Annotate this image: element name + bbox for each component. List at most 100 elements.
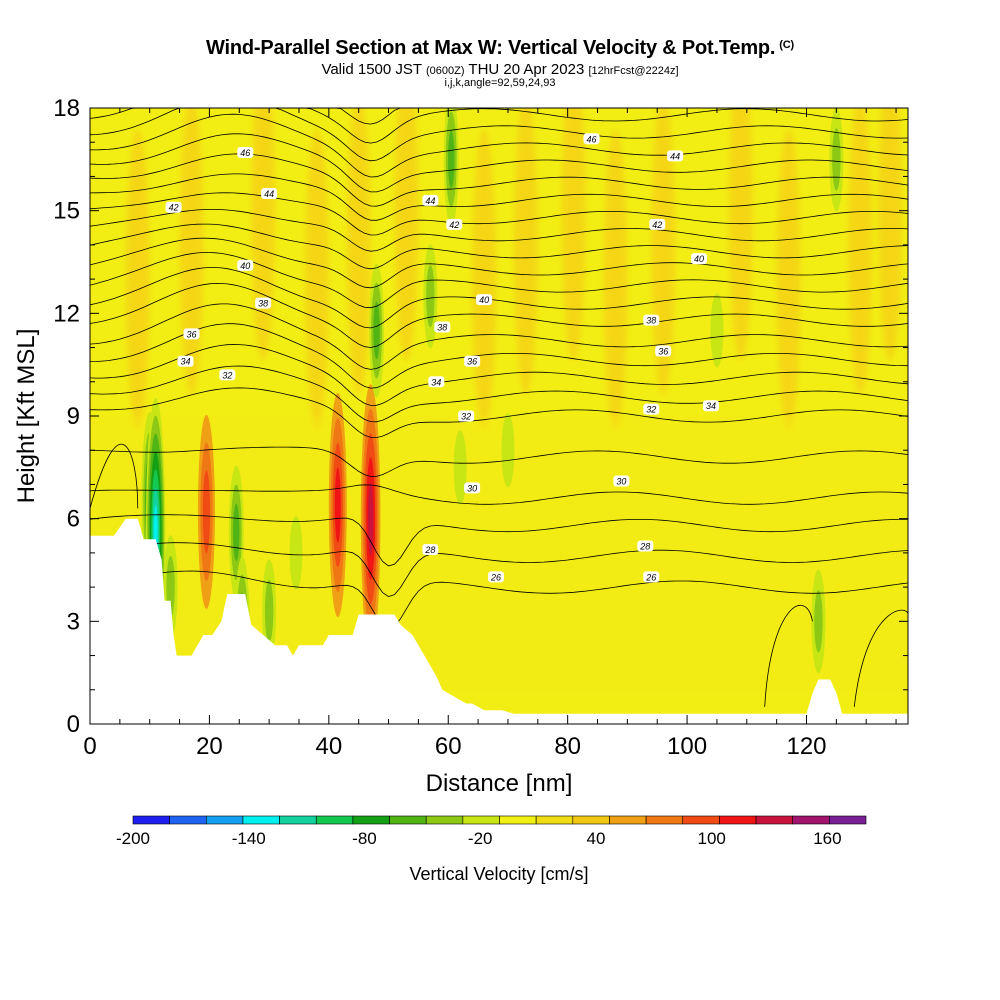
theta-label-text: 46 xyxy=(240,148,250,158)
colorbar-swatch xyxy=(682,815,720,825)
theta-contour-label: 34 xyxy=(428,376,445,388)
theta-contour-label: 26 xyxy=(488,571,505,583)
theta-contour-line xyxy=(90,223,908,270)
colorbar-tick-label: -20 xyxy=(468,829,493,848)
theta-contour-line xyxy=(90,570,908,630)
velocity-cell xyxy=(334,467,341,543)
theta-label-box xyxy=(655,345,672,357)
theta-contour-label: 44 xyxy=(422,194,439,206)
theta-label-text: 30 xyxy=(616,477,626,487)
colorbar-swatch xyxy=(169,815,207,825)
plot-area: 26 26 28 28 30 30 32 32 32 34 34 34 36 36 36 38 38 38 40 40… xyxy=(90,108,908,724)
colorbar-swatch xyxy=(645,815,684,825)
theta-contour-label: 36 xyxy=(183,328,200,340)
y-tick-label: 9 xyxy=(67,403,80,430)
warm-streak xyxy=(603,129,628,430)
colorbar-swatch xyxy=(829,815,867,825)
theta-label-text: 40 xyxy=(479,295,489,305)
colorbar-swatch xyxy=(315,815,354,825)
theta-contour-line xyxy=(90,192,908,236)
colorbar-swatch xyxy=(206,815,244,825)
theta-contour-line xyxy=(90,252,908,309)
velocity-cell xyxy=(710,293,724,368)
colorbar-swatch xyxy=(352,815,390,825)
theta-contour-line xyxy=(90,344,908,406)
velocity-cell xyxy=(501,413,515,488)
velocity-cell xyxy=(367,481,374,556)
copyright-mark: (C) xyxy=(779,39,794,51)
colorbar-tick-label: -80 xyxy=(352,829,377,848)
theta-label-box xyxy=(255,297,272,309)
theta-contour-line xyxy=(90,365,908,423)
theta-label-box xyxy=(237,259,254,271)
y-tick-label: 6 xyxy=(67,506,80,533)
theta-label-text: 26 xyxy=(490,572,501,582)
theta-label-text: 42 xyxy=(449,220,459,230)
theta-label-box xyxy=(165,201,182,213)
velocity-cell xyxy=(264,579,274,643)
theta-label-box xyxy=(613,475,630,487)
theta-label-box xyxy=(691,253,708,265)
theta-contour-line xyxy=(90,108,908,144)
theta-contour-line xyxy=(90,108,908,162)
x-tick-label: 20 xyxy=(196,733,223,760)
theta-label-box xyxy=(643,314,660,326)
warm-streak xyxy=(878,108,903,361)
theta-label-box xyxy=(637,540,654,552)
chart-subtitle-indices: i,j,k,angle=92,59,24,93 xyxy=(444,77,556,89)
theta-label-text: 32 xyxy=(646,405,656,415)
theta-label-box xyxy=(667,150,684,162)
warm-streak xyxy=(513,108,538,395)
theta-label-text: 42 xyxy=(652,220,662,230)
colorbar-label: Vertical Velocity [cm/s] xyxy=(409,864,588,884)
theta-label-box xyxy=(422,194,439,206)
theta-label-box xyxy=(643,403,660,415)
y-tick-label: 18 xyxy=(53,95,80,122)
theta-contour-label: 40 xyxy=(691,253,708,265)
theta-contour-label: 26 xyxy=(643,571,660,583)
theta-contours xyxy=(90,108,908,707)
theta-label-text: 40 xyxy=(694,254,704,264)
colorbar-tick-label: -140 xyxy=(232,829,266,848)
velocity-cell xyxy=(832,128,841,191)
theta-label-text: 40 xyxy=(240,261,250,271)
colorbar-tick-label: 40 xyxy=(586,829,605,848)
velocity-cell xyxy=(373,301,380,360)
theta-contour-label: 30 xyxy=(613,475,630,487)
theta-contour-line xyxy=(90,133,908,193)
x-axis: 0 20 40 60 80 100 120 xyxy=(83,108,897,760)
theta-contour-line xyxy=(90,514,908,567)
velocity-cell xyxy=(814,590,823,653)
theta-contour-line xyxy=(90,443,139,509)
theta-label-box xyxy=(237,146,254,158)
warm-streak xyxy=(776,129,801,430)
theta-contour-label: 32 xyxy=(219,369,236,381)
velocity-cell xyxy=(448,130,455,189)
y-axis-label: Height [Kft MSL] xyxy=(13,329,40,504)
theta-contour-label: 28 xyxy=(637,540,654,552)
x-tick-label: 80 xyxy=(554,733,581,760)
theta-contour-line xyxy=(853,609,908,707)
theta-contour-label: 32 xyxy=(458,410,475,422)
theta-label-box xyxy=(464,482,481,494)
theta-contour-label: 34 xyxy=(177,355,194,367)
theta-label-box xyxy=(434,321,451,333)
theta-label-text: 36 xyxy=(658,346,668,356)
theta-contour-label: 30 xyxy=(464,482,481,494)
theta-label-text: 38 xyxy=(258,299,268,309)
x-tick-label: 0 xyxy=(83,733,96,760)
colorbar-tick-label: 160 xyxy=(813,829,841,848)
colorbar-swatch xyxy=(132,815,170,825)
theta-label-text: 44 xyxy=(670,151,680,161)
theta-contour-line xyxy=(90,303,908,370)
theta-contour-line xyxy=(90,323,908,389)
y-tick-label: 0 xyxy=(67,711,80,738)
colorbar-swatch xyxy=(572,815,610,825)
theta-contour-line xyxy=(90,237,908,289)
x-tick-label: 120 xyxy=(786,733,826,760)
colorbar-swatch xyxy=(535,815,574,825)
theta-contour-label: 32 xyxy=(643,403,660,415)
theta-label-text: 34 xyxy=(431,377,441,387)
theta-label-box xyxy=(702,400,719,412)
